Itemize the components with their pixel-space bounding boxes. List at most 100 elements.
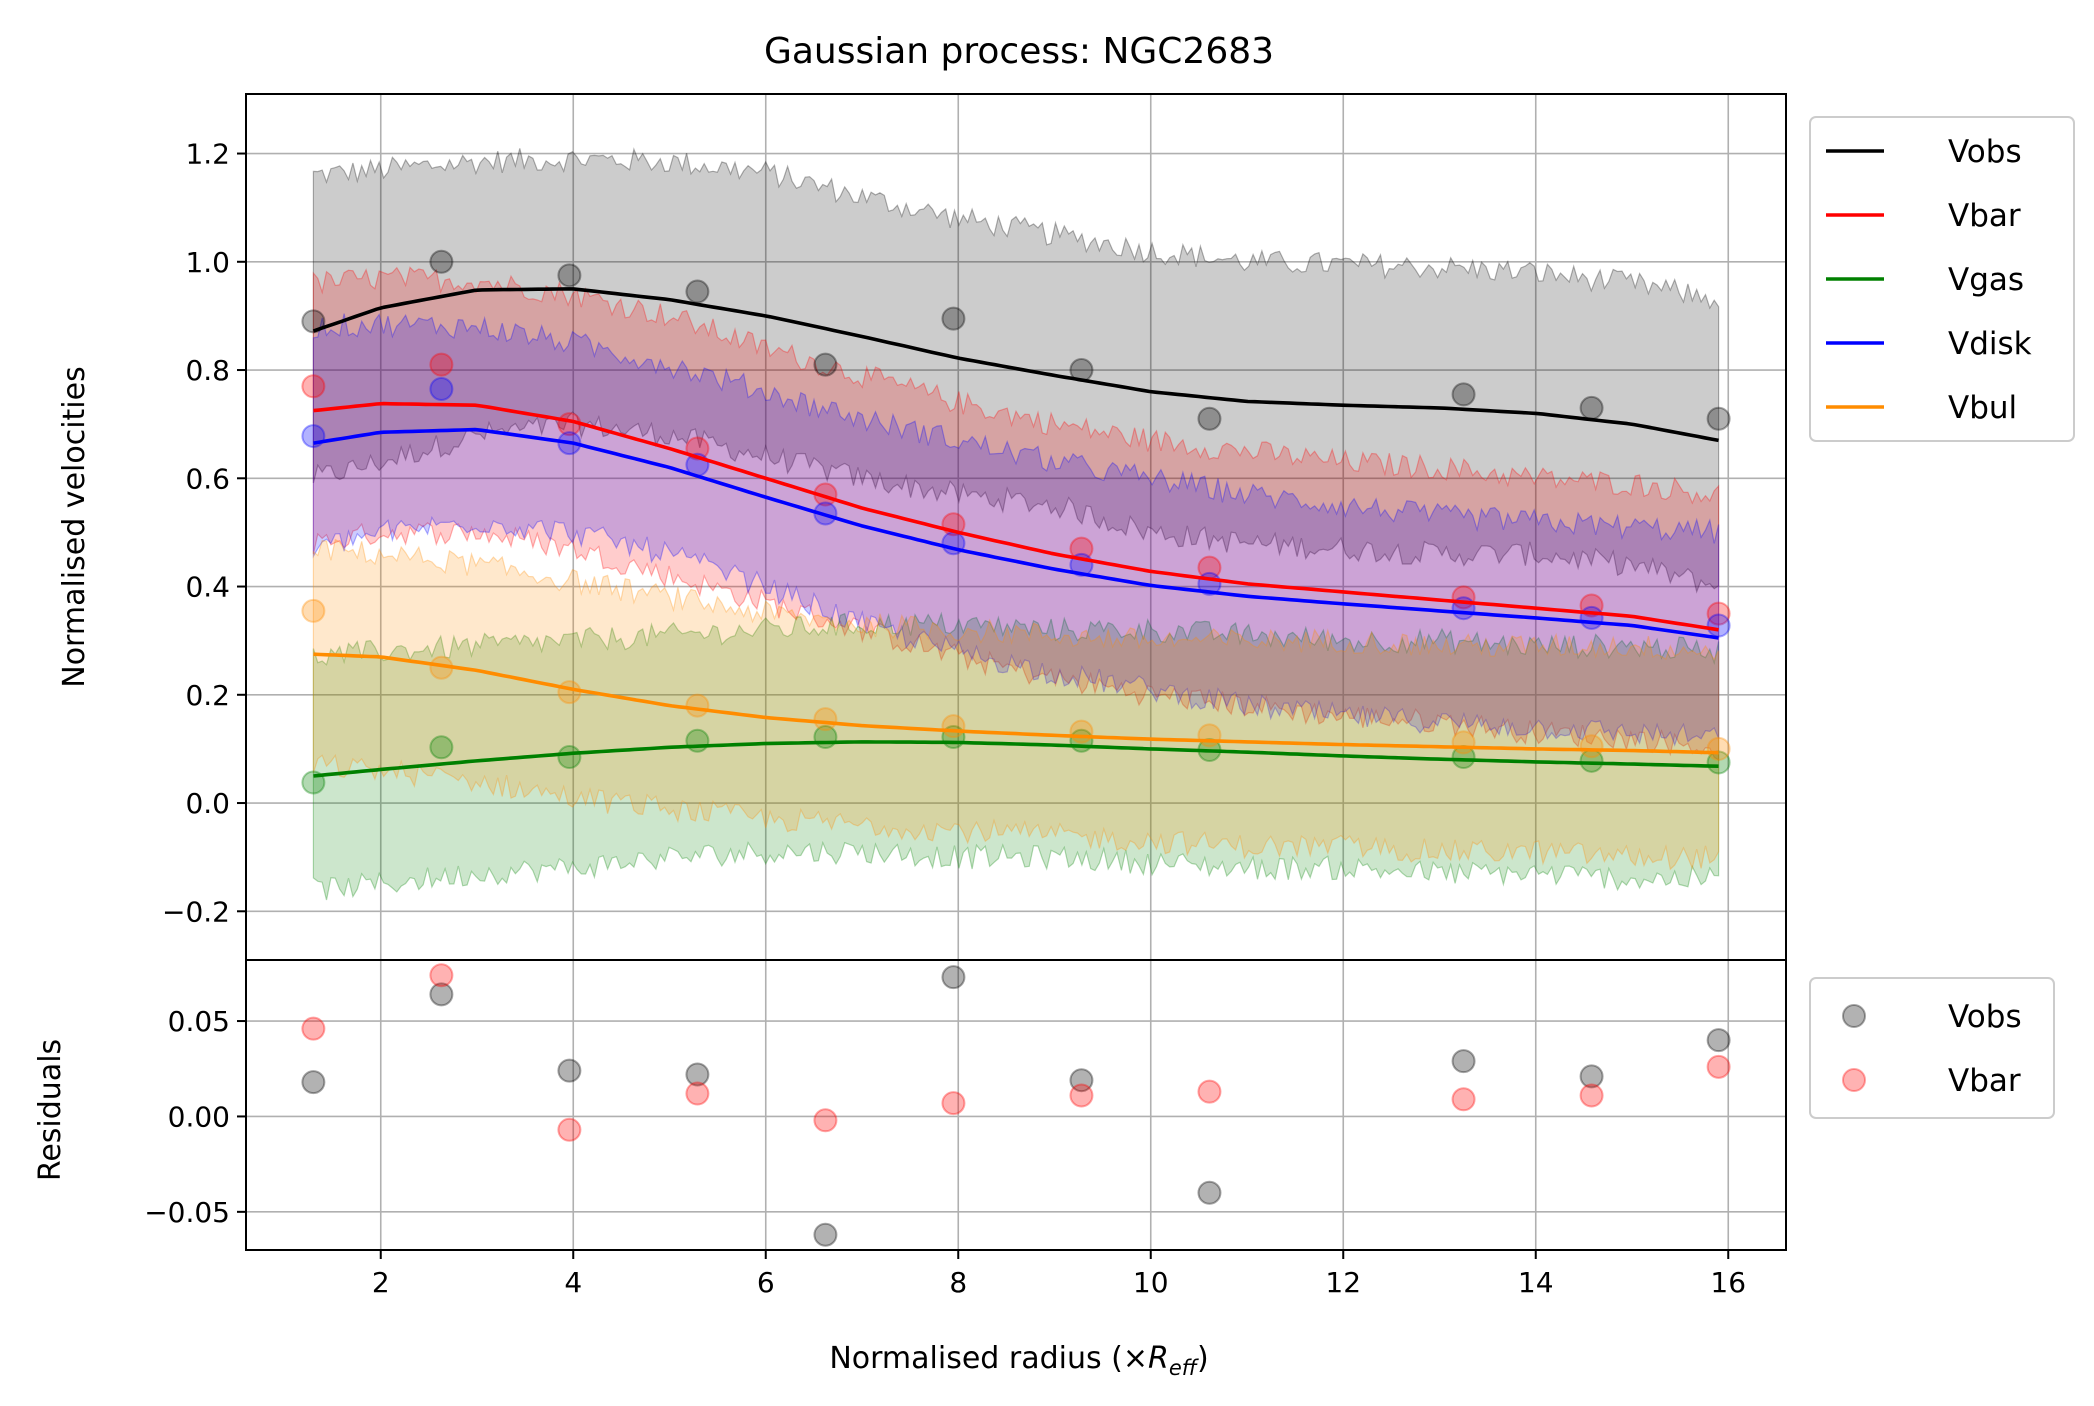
bottom-panel-legend: Vobs Vbar <box>1809 977 2055 1119</box>
point-vobs <box>557 263 582 288</box>
residual-point-vbar <box>1451 1087 1476 1112</box>
y-tick-label: 0.4 <box>185 571 230 604</box>
legend-label-vbar: Vbar <box>1948 1063 2021 1099</box>
point-vobs <box>1579 395 1604 420</box>
top-panel-bands <box>312 147 1720 901</box>
point-vbul <box>301 598 326 623</box>
curve-vbar <box>313 401 1719 632</box>
legend-swatch-vobs <box>1842 1004 1866 1028</box>
point-vdisk <box>301 424 326 449</box>
point-vdisk <box>1706 613 1731 638</box>
x-tick-label: 2 <box>372 1266 390 1299</box>
point-vobs <box>1451 382 1476 407</box>
point-vbul <box>1197 723 1222 748</box>
legend-label-vgas: Vgas <box>1948 262 2024 298</box>
residual-point-vobs <box>1706 1028 1731 1053</box>
legend-label-vdisk: Vdisk <box>1948 326 2032 362</box>
residual-point-vobs <box>1451 1049 1476 1074</box>
top-panel-y-axis-label: Normalised velocities <box>57 366 92 687</box>
bottom-panel-frame <box>245 959 1787 1251</box>
point-vobs <box>941 306 966 331</box>
point-vgas <box>557 745 582 770</box>
x-tick-label: 16 <box>1710 1266 1746 1299</box>
residual-point-vbar <box>1069 1083 1094 1108</box>
residual-point-vbar <box>941 1091 966 1116</box>
point-vbul <box>813 707 838 732</box>
y-tick-label: 0.8 <box>185 354 230 387</box>
residual-point-vbar <box>685 1081 710 1106</box>
curve-vobs <box>312 287 1719 443</box>
point-vbul <box>1706 736 1731 761</box>
y-tick-label: 0.2 <box>185 679 230 712</box>
point-vgas <box>685 728 710 753</box>
residual-point-vobs <box>1579 1064 1604 1089</box>
x-tick-label: 6 <box>757 1266 775 1299</box>
curve-vgas <box>313 740 1719 778</box>
legend-label-vobs: Vobs <box>1948 999 2022 1035</box>
bottom-panel-y-axis-label: Residuals <box>33 1039 68 1181</box>
residual-point-vbar <box>429 963 454 988</box>
legend-swatch-vbar <box>1842 1068 1866 1092</box>
point-vobs <box>685 279 710 304</box>
point-vdisk <box>429 376 454 401</box>
chart-title: Gaussian process: NGC2683 <box>764 31 1274 72</box>
y-tick-label: 1.0 <box>185 246 230 279</box>
y-tick-label: −0.05 <box>144 1196 230 1229</box>
x-tick-label: 14 <box>1518 1266 1554 1299</box>
point-vbar <box>429 352 454 377</box>
point-vobs <box>301 309 326 334</box>
point-vbul <box>557 680 582 705</box>
point-vbul <box>941 714 966 739</box>
residual-point-vbar <box>813 1108 838 1133</box>
x-axis: 2 4 6 8 10 12 14 16 <box>372 1250 1746 1299</box>
residual-point-vobs <box>685 1062 710 1087</box>
residual-point-vobs <box>1069 1068 1094 1093</box>
top-panel-curves <box>312 287 1719 778</box>
residual-point-vobs <box>301 1070 326 1095</box>
y-tick-label: −0.2 <box>162 895 230 928</box>
x-axis-label-symbol: R <box>1148 1341 1169 1376</box>
x-axis-label-main: Normalised radius (× <box>829 1341 1148 1376</box>
point-vobs <box>429 249 454 274</box>
legend-frame <box>1809 977 2055 1119</box>
curve-vbul <box>313 652 1719 755</box>
top-panel-y-axis: −0.2 0.0 0.2 0.4 0.6 0.8 1.0 1.2 <box>162 138 246 928</box>
residual-point-vobs <box>557 1058 582 1083</box>
x-tick-label: 12 <box>1325 1266 1361 1299</box>
residual-point-vobs <box>1197 1180 1222 1205</box>
band-vgas <box>312 611 1720 901</box>
x-tick-label: 10 <box>1133 1266 1169 1299</box>
band-vdisk <box>312 313 1720 747</box>
point-vdisk <box>1579 605 1604 630</box>
x-tick-label: 4 <box>564 1266 582 1299</box>
x-axis-label-subscript: eff <box>1169 1356 1200 1380</box>
curve-vdisk <box>313 427 1719 640</box>
point-vobs <box>1197 406 1222 431</box>
residual-point-vobs <box>429 982 454 1007</box>
point-vbul <box>685 693 710 718</box>
x-axis-label-end: ) <box>1197 1341 1209 1376</box>
residual-point-vbar <box>557 1117 582 1142</box>
y-tick-label: 0.0 <box>185 787 230 820</box>
band-vbul <box>312 538 1720 871</box>
point-vbul <box>1451 730 1476 755</box>
bottom-panel-grid <box>246 960 1786 1250</box>
y-tick-label: 1.2 <box>185 138 230 171</box>
point-vbar <box>301 374 326 399</box>
y-tick-label: 0.05 <box>168 1005 230 1038</box>
point-vbar <box>1706 601 1731 626</box>
bottom-panel-points <box>301 963 1731 1247</box>
y-tick-label: 0.6 <box>185 462 230 495</box>
point-vgas <box>429 735 454 760</box>
legend-label-vbar: Vbar <box>1948 198 2021 234</box>
point-vbul <box>1069 719 1094 744</box>
point-vobs <box>813 352 838 377</box>
legend-label-vbul: Vbul <box>1948 390 2017 426</box>
band-vbar <box>312 266 1720 762</box>
residual-point-vobs <box>941 965 966 990</box>
residual-point-vbar <box>1706 1054 1731 1079</box>
bottom-panel-y-axis: −0.05 0.00 0.05 <box>144 1005 246 1229</box>
residual-point-vbar <box>1579 1083 1604 1108</box>
